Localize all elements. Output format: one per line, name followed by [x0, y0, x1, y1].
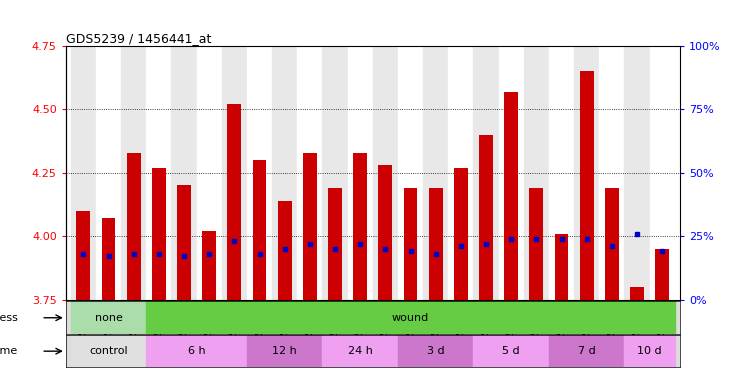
Bar: [373, 46, 398, 300]
Text: stress: stress: [0, 313, 18, 323]
Bar: [177, 185, 191, 300]
Text: GDS5239 / 1456441_at: GDS5239 / 1456441_at: [66, 32, 211, 45]
Bar: [146, 46, 172, 300]
Bar: [253, 160, 267, 300]
Bar: [474, 46, 499, 300]
Bar: [630, 287, 644, 300]
Bar: [398, 46, 423, 300]
Bar: [146, 335, 247, 367]
Bar: [504, 92, 518, 300]
Bar: [278, 201, 292, 300]
Bar: [429, 188, 443, 300]
Bar: [272, 46, 298, 300]
Bar: [146, 301, 675, 334]
Bar: [574, 46, 599, 300]
Bar: [479, 135, 493, 300]
Bar: [152, 168, 166, 300]
Bar: [580, 71, 594, 300]
Bar: [353, 152, 367, 300]
Bar: [650, 46, 675, 300]
Bar: [121, 46, 146, 300]
Bar: [247, 335, 322, 367]
Text: control: control: [89, 346, 128, 356]
Text: 3 d: 3 d: [427, 346, 444, 356]
Bar: [655, 249, 669, 300]
Bar: [524, 46, 549, 300]
Text: 7 d: 7 d: [577, 346, 596, 356]
Bar: [71, 335, 146, 367]
Bar: [322, 46, 348, 300]
Bar: [227, 104, 241, 300]
Text: wound: wound: [392, 313, 429, 323]
Bar: [404, 188, 417, 300]
Bar: [605, 188, 619, 300]
Text: 12 h: 12 h: [273, 346, 297, 356]
Bar: [555, 233, 569, 300]
Bar: [172, 46, 197, 300]
Bar: [348, 46, 373, 300]
Bar: [126, 152, 140, 300]
Bar: [599, 46, 624, 300]
Text: 10 d: 10 d: [637, 346, 662, 356]
Bar: [197, 46, 221, 300]
Bar: [474, 335, 549, 367]
Bar: [549, 46, 574, 300]
Bar: [71, 301, 146, 334]
Text: 6 h: 6 h: [188, 346, 205, 356]
Bar: [77, 211, 91, 300]
Bar: [624, 46, 650, 300]
Bar: [221, 46, 247, 300]
Bar: [322, 335, 398, 367]
Bar: [423, 46, 448, 300]
Text: time: time: [0, 346, 18, 356]
Bar: [247, 46, 272, 300]
Bar: [448, 46, 474, 300]
Bar: [303, 152, 317, 300]
Bar: [202, 231, 216, 300]
Bar: [102, 218, 115, 300]
Text: none: none: [94, 313, 123, 323]
Bar: [96, 46, 121, 300]
Text: 24 h: 24 h: [348, 346, 373, 356]
Bar: [328, 188, 342, 300]
Bar: [71, 46, 96, 300]
Bar: [398, 335, 474, 367]
Bar: [499, 46, 524, 300]
Bar: [549, 335, 624, 367]
Bar: [454, 168, 468, 300]
Text: 5 d: 5 d: [502, 346, 520, 356]
Bar: [529, 188, 543, 300]
Bar: [379, 165, 393, 300]
Bar: [298, 46, 322, 300]
Bar: [624, 335, 675, 367]
